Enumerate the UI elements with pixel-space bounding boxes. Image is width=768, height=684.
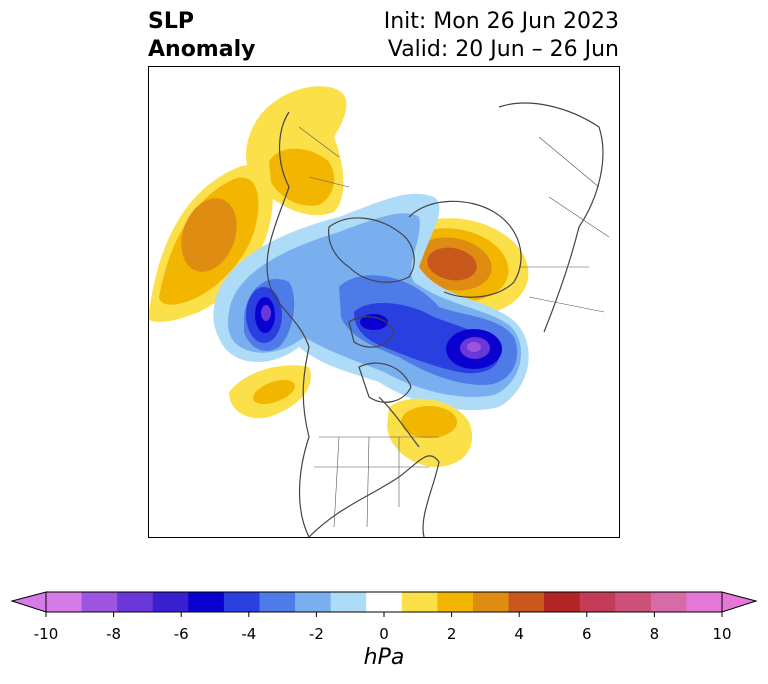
title-slp: SLP	[148, 9, 194, 34]
colorbar-segment	[117, 592, 154, 612]
chart-title-right: Init: Mon 26 Jun 2023 Valid: 20 Jun – 26…	[384, 8, 619, 64]
colorbar-tick-label: 4	[514, 625, 524, 643]
colorbar-segment	[437, 592, 474, 612]
colorbar-ticks: -10 -8 -6 -4 -2 0 2 4 6 8 10	[34, 612, 732, 643]
colorbar-segment	[579, 592, 616, 612]
colorbar-segment	[259, 592, 296, 612]
colorbar-segment	[508, 592, 545, 612]
anomaly-eastern-canada-high	[387, 398, 473, 467]
anomaly-ne-pacific-high	[229, 365, 311, 419]
colorbar-tick-label: 2	[447, 625, 457, 643]
colorbar-tick-label: -6	[174, 625, 189, 643]
colorbar-segment	[152, 592, 189, 612]
colorbar-segment	[366, 592, 403, 612]
political-borders	[298, 126, 610, 528]
anomaly-negative-band	[213, 193, 529, 411]
map-canvas	[149, 86, 610, 537]
colorbar-tick-label: 8	[650, 625, 660, 643]
colorbar-tick-label: -10	[34, 625, 59, 643]
colorbar-segment	[223, 592, 260, 612]
anomaly-siberian-arctic-high	[246, 86, 347, 216]
colorbar-segment	[686, 592, 723, 612]
slp-anomaly-map	[148, 66, 620, 538]
colorbar-segment	[401, 592, 438, 612]
colorbar-tick-label: 10	[712, 625, 731, 643]
valid-range: Valid: 20 Jun – 26 Jun	[387, 37, 619, 62]
colorbar-tick-label: 6	[582, 625, 592, 643]
colorbar: -10 -8 -6 -4 -2 0 2 4 6 8 10	[0, 588, 768, 684]
colorbar-segment	[472, 592, 510, 612]
colorbar-tick-label: -2	[309, 625, 324, 643]
chart-title-left: SLP Anomaly	[148, 8, 255, 64]
colorbar-segments	[46, 592, 723, 612]
colorbar-segment	[330, 592, 367, 612]
colorbar-units: hPa	[363, 645, 405, 670]
colorbar-tick-label: -8	[106, 625, 121, 643]
colorbar-segment	[650, 592, 687, 612]
colorbar-svg: -10 -8 -6 -4 -2 0 2 4 6 8 10	[10, 591, 758, 643]
colorbar-segment	[46, 592, 83, 612]
colorbar-extend-high	[721, 591, 758, 613]
colorbar-tick-label: 0	[379, 625, 389, 643]
colorbar-extend-low	[10, 591, 47, 613]
colorbar-tick-label: -4	[241, 625, 256, 643]
colorbar-segment	[188, 592, 225, 612]
coastlines	[266, 102, 604, 537]
title-anomaly: Anomaly	[148, 37, 256, 62]
init-date: Init: Mon 26 Jun 2023	[383, 9, 619, 34]
colorbar-segment	[295, 592, 332, 612]
colorbar-segment	[615, 592, 652, 612]
anomaly-north-pacific-high	[149, 165, 273, 323]
colorbar-segment	[544, 592, 581, 612]
colorbar-segment	[81, 592, 118, 612]
